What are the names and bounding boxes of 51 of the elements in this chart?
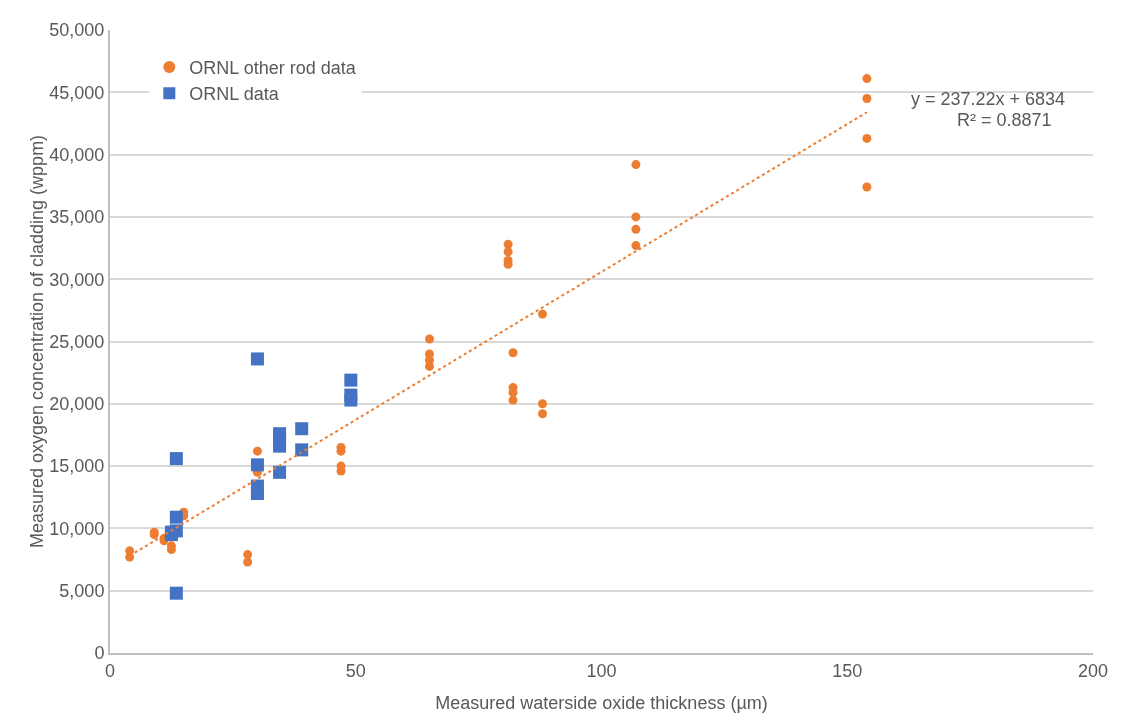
- point: [508, 348, 518, 358]
- point: [252, 446, 262, 456]
- point: [862, 74, 872, 84]
- y-tick-label: 25,000: [49, 331, 105, 352]
- point: [631, 212, 641, 222]
- point: [344, 373, 358, 387]
- point: [862, 94, 872, 104]
- point: [508, 395, 518, 405]
- point: [424, 334, 434, 344]
- point: [243, 557, 253, 567]
- point: [538, 409, 548, 419]
- y-tick-label: 20,000: [49, 394, 105, 415]
- y-tick-label: 30,000: [49, 269, 105, 290]
- point: [273, 465, 287, 479]
- point: [295, 422, 309, 436]
- point: [250, 352, 264, 366]
- point: [862, 182, 872, 192]
- point: [631, 224, 641, 234]
- y-tick-label: 35,000: [49, 207, 105, 228]
- point: [631, 160, 641, 170]
- point: [862, 133, 872, 143]
- point: [250, 458, 264, 472]
- x-tick-label: 100: [586, 660, 617, 681]
- point: [631, 241, 641, 251]
- y-tick-label: 10,000: [49, 518, 105, 539]
- x-tick-label: 50: [345, 660, 366, 681]
- point: [295, 443, 309, 457]
- y-tick-label: 15,000: [49, 456, 105, 477]
- legend-label: ORNL other rod data: [189, 57, 357, 78]
- point: [273, 439, 287, 453]
- legend-label: ORNL data: [189, 84, 280, 105]
- y-tick-label: 5,000: [59, 581, 105, 601]
- annotation: y = 237.22x + 6834: [911, 89, 1066, 109]
- x-tick-label: 200: [1077, 660, 1109, 681]
- point: [243, 550, 253, 560]
- point: [250, 487, 264, 501]
- y-tick-label: 50,000: [49, 20, 105, 41]
- point: [169, 586, 183, 600]
- point: [538, 399, 548, 409]
- point: [169, 510, 183, 524]
- point: [169, 452, 183, 466]
- x-tick-label: 150: [832, 660, 863, 681]
- point: [344, 393, 358, 407]
- point: [538, 309, 548, 319]
- annotation: R² = 0.8871: [957, 110, 1052, 130]
- y-tick-label: 0: [94, 643, 105, 664]
- y-tick-label: 40,000: [49, 144, 105, 165]
- point: [503, 247, 513, 257]
- x-axis-title: Measured waterside oxide thickness (µm): [435, 693, 768, 713]
- y-axis-title: Measured oxygen concentration of cladding (wppm): [27, 134, 48, 549]
- y-tick-label: 45,000: [49, 82, 105, 103]
